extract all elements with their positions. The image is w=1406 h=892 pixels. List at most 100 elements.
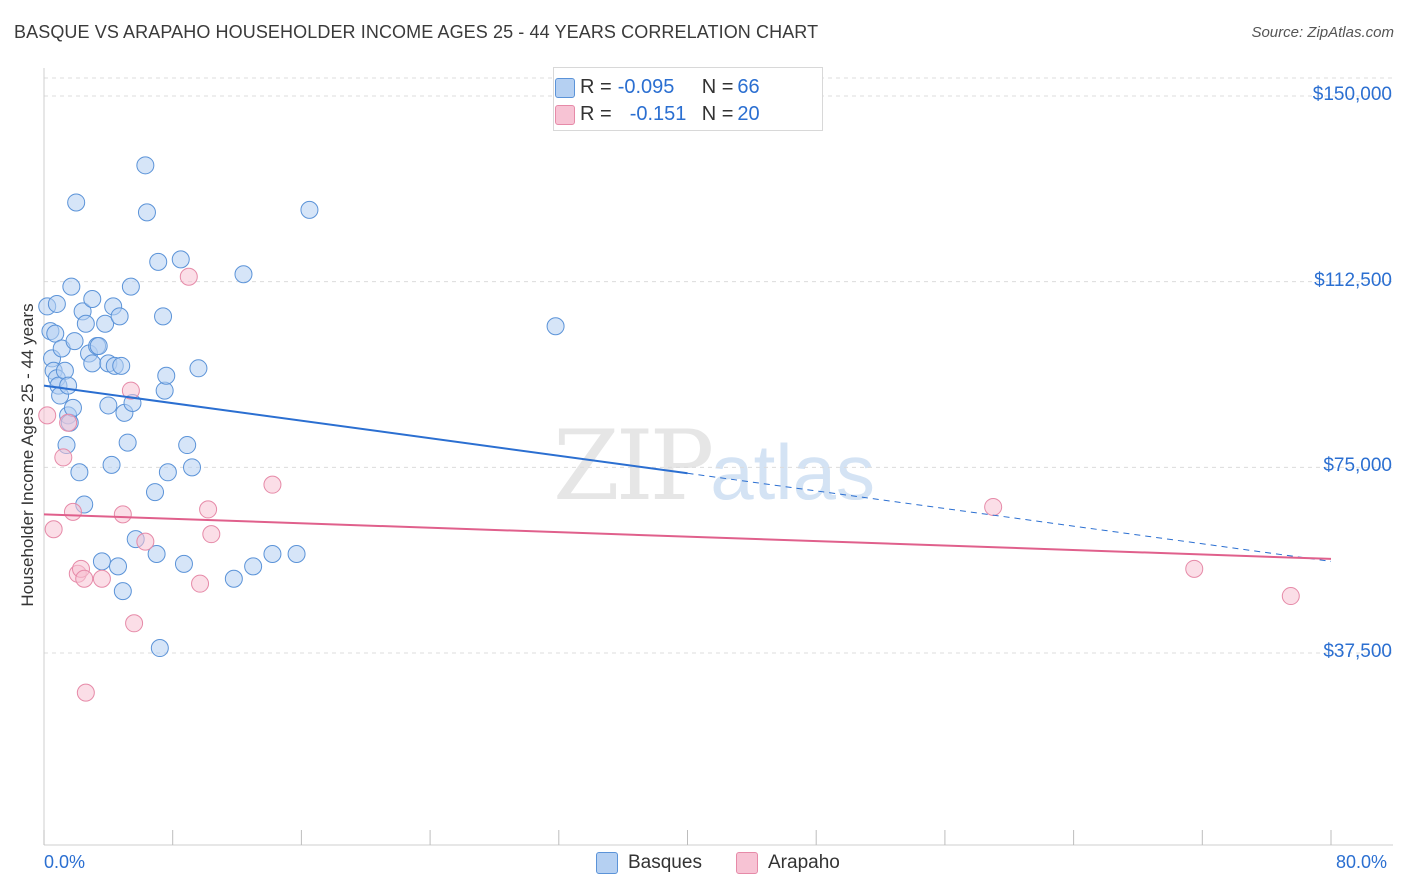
- x-tick-label-max: 80.0%: [1336, 852, 1388, 872]
- basques-point: [546, 317, 565, 336]
- r-value-arapaho: -0.151: [629, 102, 687, 125]
- legend-item-basques[interactable]: Basques: [596, 852, 702, 874]
- basques-point: [47, 294, 66, 313]
- basques-point: [146, 483, 165, 502]
- y-tick-label: $112,500: [1314, 269, 1392, 291]
- basques-point: [67, 193, 86, 212]
- arapaho-point: [191, 574, 210, 593]
- basques-point: [178, 436, 197, 455]
- arapaho-point: [54, 448, 73, 467]
- arapaho-point: [59, 413, 78, 432]
- basques-point: [244, 557, 263, 576]
- basques-point: [189, 359, 208, 378]
- basques-trend-extension: [687, 472, 1332, 562]
- arapaho-point: [202, 525, 221, 544]
- basques-trend-line: [43, 384, 688, 475]
- watermark-atlas: atlas: [710, 428, 875, 516]
- basques-point: [99, 396, 118, 415]
- n-value-arapaho: 20: [737, 102, 760, 125]
- arapaho-point: [44, 520, 63, 539]
- legend-row-arapaho: R = -0.151 N = 20: [555, 101, 760, 127]
- y-tick-label: $150,000: [1312, 84, 1392, 105]
- n-label: N =: [701, 75, 734, 98]
- basques-point: [112, 356, 131, 375]
- basques-point: [154, 307, 173, 326]
- arapaho-point: [92, 569, 111, 588]
- basques-point: [158, 463, 177, 482]
- trend-lines: [43, 384, 1332, 562]
- arapaho-point: [199, 500, 218, 519]
- arapaho-point: [179, 267, 198, 286]
- basques-point: [102, 455, 121, 474]
- r-label: R =: [580, 75, 612, 98]
- chart-title: BASQUE VS ARAPAHO HOUSEHOLDER INCOME AGE…: [14, 22, 819, 42]
- arapaho-point: [121, 381, 140, 400]
- basques-point: [118, 433, 137, 452]
- basques-point: [76, 314, 95, 333]
- basques-point: [157, 366, 176, 385]
- basques-point: [150, 639, 169, 658]
- arapaho-point: [1185, 559, 1204, 578]
- basques-point: [137, 203, 156, 222]
- basques-point: [83, 289, 102, 308]
- basques-point: [183, 458, 202, 477]
- source-label: Source: ZipAtlas.com: [1251, 24, 1394, 41]
- basques-point: [92, 552, 111, 571]
- basques-point: [55, 361, 74, 380]
- arapaho-point: [63, 502, 82, 521]
- arapaho-point: [125, 614, 144, 633]
- basques-point: [287, 544, 306, 563]
- data-points: [38, 156, 1300, 702]
- arapaho-swatch: [555, 105, 575, 125]
- basques-point: [147, 544, 166, 563]
- arapaho-point: [984, 497, 1003, 516]
- basques-point: [136, 156, 155, 175]
- y-tick-label: $75,000: [1323, 455, 1392, 477]
- basques-point: [171, 250, 190, 269]
- arapaho-trend-line: [43, 513, 1332, 560]
- arapaho-point: [76, 683, 95, 702]
- basques-point: [59, 376, 78, 395]
- basques-point: [109, 557, 128, 576]
- axes: [43, 68, 1393, 846]
- legend-row-basques: R = -0.095 N = 66: [555, 74, 760, 100]
- arapaho-legend-swatch: [736, 852, 758, 874]
- basques-point: [96, 314, 115, 333]
- basques-point: [83, 354, 102, 373]
- basques-point: [149, 252, 168, 271]
- basques-point: [121, 277, 140, 296]
- basques-point: [155, 381, 174, 400]
- arapaho-point: [136, 532, 155, 551]
- basques-swatch: [555, 78, 575, 98]
- n-label: N =: [701, 102, 734, 125]
- y-tick-label: $37,500: [1323, 641, 1392, 662]
- basques-point: [234, 265, 253, 284]
- basques-point: [62, 277, 81, 296]
- legend-item-arapaho[interactable]: Arapaho: [736, 852, 840, 874]
- basques-point: [224, 569, 243, 588]
- basques-point: [300, 200, 319, 219]
- arapaho-point: [1281, 587, 1300, 606]
- arapaho-point: [75, 569, 94, 588]
- basques-point: [46, 324, 65, 343]
- basques-point: [174, 554, 193, 573]
- basques-point: [89, 337, 108, 356]
- r-label: R =: [580, 102, 612, 125]
- basques-point: [263, 544, 282, 563]
- basques-point: [110, 307, 129, 326]
- arapaho-point: [38, 406, 57, 425]
- correlation-legend: R = -0.095 N = 66 R = -0.151 N = 20: [553, 67, 823, 131]
- x-tick-label-min: 0.0%: [44, 852, 86, 872]
- legend-label-basques: Basques: [628, 852, 702, 873]
- basques-point: [65, 332, 84, 351]
- arapaho-point: [263, 475, 282, 494]
- r-value-basques: -0.095: [617, 75, 675, 98]
- arapaho-point: [113, 505, 132, 524]
- basques-legend-swatch: [596, 852, 618, 874]
- legend-label-arapaho: Arapaho: [768, 852, 840, 873]
- zipatlas-watermark: ZIPatlas: [553, 410, 875, 522]
- basques-point: [113, 582, 132, 601]
- n-value-basques: 66: [737, 75, 760, 98]
- basques-point: [70, 463, 89, 482]
